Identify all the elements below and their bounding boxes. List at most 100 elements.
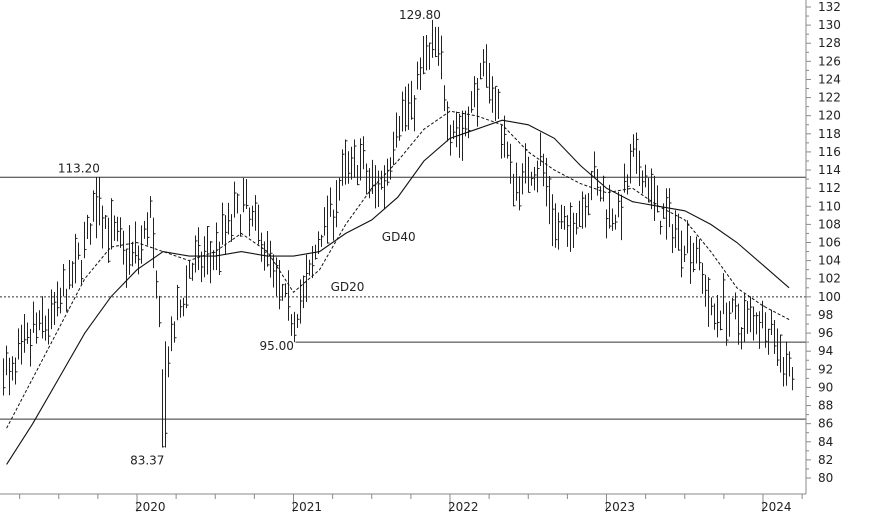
price-bar (210, 240, 213, 284)
y-tick-label: 90 (818, 380, 833, 394)
price-bar (582, 191, 585, 229)
annotations: 113.20 129.80 95.00 83.37 GD40 GD20 (58, 8, 441, 468)
price-bar (135, 221, 138, 264)
price-bar (147, 212, 150, 246)
price-bar (72, 261, 75, 288)
price-bar (162, 369, 165, 448)
annotation-gd40: GD40 (382, 230, 416, 244)
price-bar (249, 207, 252, 237)
price-bar (717, 295, 720, 338)
price-bar (174, 321, 177, 343)
price-bar (69, 259, 72, 290)
price-bar (585, 194, 588, 228)
price-bar (405, 86, 408, 132)
price-bar (201, 251, 204, 283)
price-bar (768, 328, 771, 355)
price-bar (234, 181, 237, 218)
price-bar (192, 262, 195, 281)
price-bar (411, 80, 414, 120)
annotation-129-80: 129.80 (399, 8, 441, 22)
price-bar (549, 175, 552, 225)
price-bar (714, 303, 717, 330)
annotation-95-00: 95.00 (260, 339, 294, 353)
price-bar (597, 169, 600, 196)
price-bar (321, 234, 324, 247)
price-bar (705, 274, 708, 307)
price-bar (486, 44, 489, 88)
price-bar (267, 230, 270, 267)
price-bar (324, 207, 327, 236)
price-bar (729, 301, 732, 337)
price-bar (219, 241, 222, 276)
price-bar (567, 215, 570, 247)
price-bar (465, 110, 468, 137)
price-bar (771, 309, 774, 336)
price-bar (600, 186, 603, 202)
price-bar (180, 299, 183, 318)
y-tick-label: 128 (818, 36, 841, 50)
price-bar (477, 77, 480, 127)
price-bar (240, 214, 243, 237)
series-line-gd40 (6, 119, 790, 465)
price-bar (342, 149, 345, 186)
price-bar (540, 132, 543, 166)
y-tick-label: 82 (818, 453, 833, 467)
y-tick-label: 94 (818, 344, 833, 358)
price-bar (360, 138, 363, 181)
price-bar (96, 177, 99, 239)
price-bar (663, 203, 666, 219)
price-bar (60, 287, 63, 314)
price-bar (489, 62, 492, 104)
price-bar (471, 91, 474, 113)
price-bar (336, 180, 339, 228)
price-bar (258, 204, 261, 245)
price-bar (6, 345, 9, 376)
y-tick-label: 120 (818, 109, 841, 123)
price-bar (126, 248, 129, 288)
x-axis: 2020 2021 2022 2023 2024 (0, 493, 806, 514)
x-tick-label: 2020 (135, 500, 166, 514)
price-bar (630, 143, 633, 184)
price-bar (228, 202, 231, 235)
price-bar (18, 328, 21, 360)
price-bar (786, 341, 789, 386)
price-bar (387, 158, 390, 186)
price-bar (459, 113, 462, 158)
price-bar (3, 358, 6, 396)
price-bar (378, 170, 381, 208)
y-tick-label: 112 (818, 181, 841, 195)
price-bar (183, 297, 186, 317)
price-bar (111, 198, 114, 250)
price-bar (309, 259, 312, 276)
price-bar (42, 296, 45, 339)
price-bar (381, 170, 384, 190)
y-tick-label: 80 (818, 471, 833, 485)
price-bar (402, 91, 405, 132)
price-bar (291, 314, 294, 336)
price-bar (498, 88, 501, 120)
price-bar (30, 328, 33, 367)
y-tick-label: 84 (818, 435, 833, 449)
price-bar (453, 120, 456, 140)
reference-lines (0, 176, 806, 420)
price-bar (783, 356, 786, 387)
price-bar (429, 42, 432, 70)
price-bar (108, 217, 111, 263)
price-bar (636, 132, 639, 174)
price-bar (738, 303, 741, 345)
price-bar (519, 176, 522, 211)
price-bar (303, 275, 306, 309)
price-bar (579, 200, 582, 228)
price-bar (279, 260, 282, 310)
price-bar (642, 170, 645, 194)
price-bar (348, 151, 351, 184)
y-tick-label: 104 (818, 254, 841, 268)
price-bar (735, 292, 738, 320)
price-bar (645, 164, 648, 188)
price-bar (711, 297, 714, 316)
price-bar (447, 101, 450, 142)
price-bar (297, 314, 300, 329)
price-bar (417, 61, 420, 90)
price-bar (354, 139, 357, 178)
